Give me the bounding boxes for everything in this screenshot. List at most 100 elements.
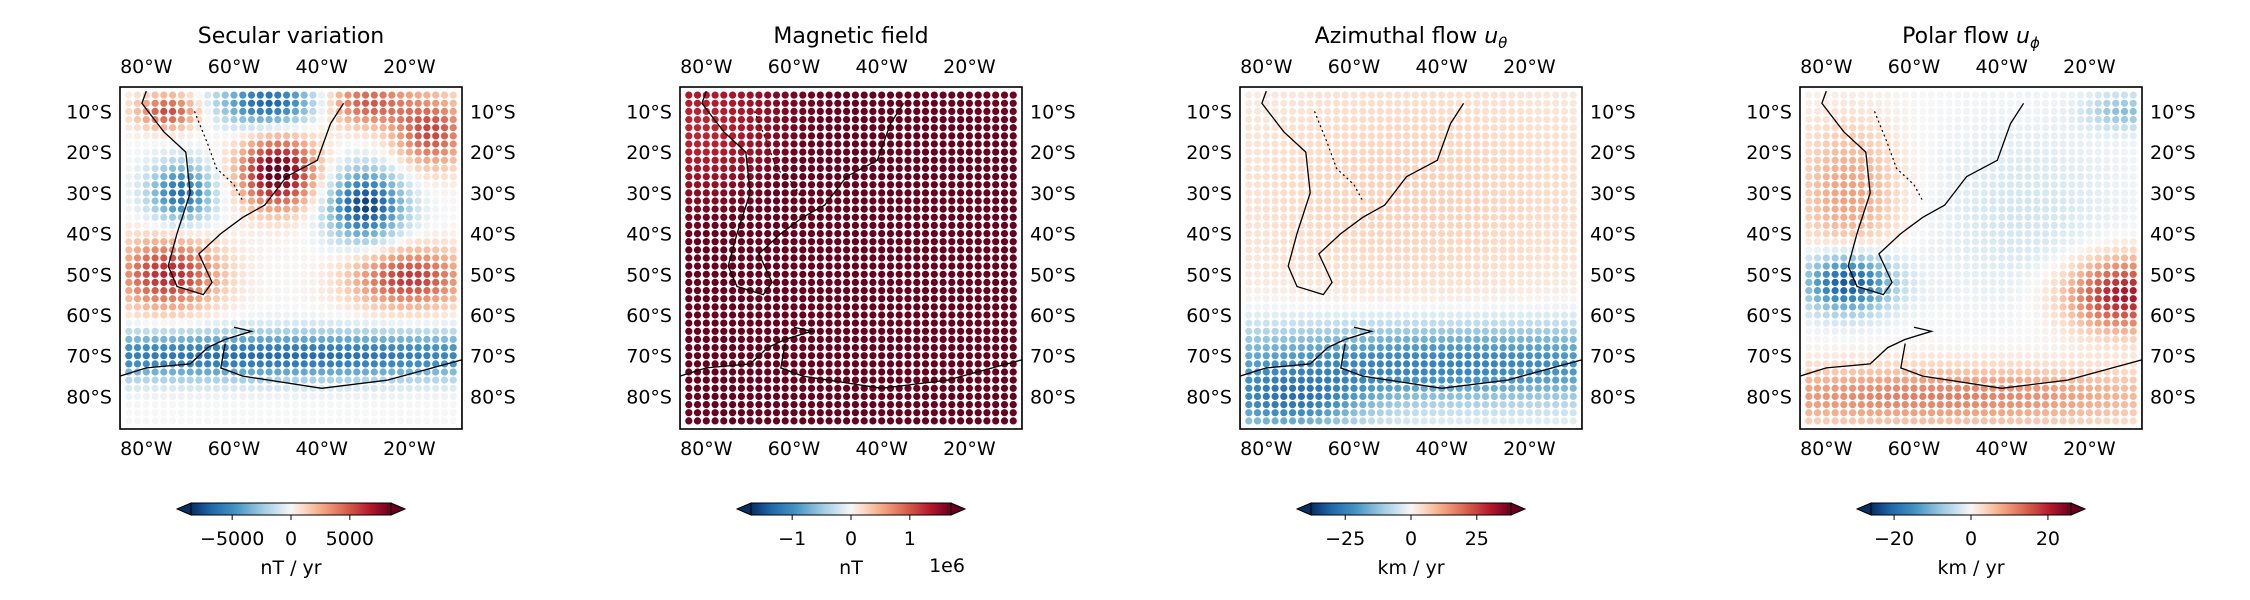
data-point — [160, 189, 168, 197]
data-point — [344, 205, 352, 213]
data-point — [930, 254, 938, 262]
data-point — [1525, 107, 1533, 115]
data-point — [274, 311, 282, 319]
data-point — [1359, 335, 1367, 343]
data-point — [1534, 189, 1542, 197]
data-point — [1534, 376, 1542, 384]
data-point — [388, 287, 396, 295]
data-point — [1000, 132, 1009, 140]
data-point — [921, 319, 930, 327]
data-point — [1455, 181, 1463, 189]
data-point — [1919, 116, 1927, 124]
data-point — [886, 181, 895, 189]
data-point — [746, 181, 754, 189]
data-point — [379, 352, 387, 360]
data-point — [300, 148, 308, 156]
data-point — [256, 287, 264, 295]
data-point — [1534, 262, 1542, 270]
data-point — [1332, 401, 1341, 409]
data-point — [379, 287, 387, 295]
data-point — [720, 107, 728, 115]
data-point — [1289, 99, 1297, 107]
data-point — [1359, 238, 1367, 246]
data-point — [992, 238, 1000, 246]
data-point — [204, 205, 212, 213]
data-point — [370, 189, 378, 197]
data-point — [1403, 401, 1411, 409]
data-point — [790, 254, 798, 262]
data-point — [1429, 254, 1437, 262]
data-point — [1289, 409, 1297, 417]
data-point — [239, 221, 247, 229]
data-point — [843, 303, 851, 311]
data-point — [414, 278, 422, 286]
data-point — [878, 107, 886, 115]
data-point — [326, 278, 335, 286]
data-point — [274, 287, 282, 295]
data-point — [755, 197, 763, 205]
data-point — [921, 278, 930, 286]
data-point — [1359, 368, 1367, 376]
data-point — [1525, 352, 1533, 360]
data-point — [1919, 99, 1927, 107]
data-point — [1297, 360, 1305, 368]
data-point — [335, 181, 343, 189]
data-point — [816, 238, 824, 246]
data-point — [957, 91, 965, 99]
data-point — [1403, 213, 1411, 221]
data-point — [212, 124, 221, 132]
data-point — [1297, 132, 1305, 140]
data-point — [1525, 327, 1533, 335]
data-point — [195, 132, 203, 140]
data-point — [948, 319, 956, 327]
data-point — [195, 278, 203, 286]
data-point — [344, 221, 352, 229]
data-point — [1438, 417, 1446, 425]
data-point — [772, 254, 781, 262]
data-point — [125, 278, 133, 286]
data-point — [799, 417, 807, 425]
data-point — [361, 392, 370, 400]
data-point — [1289, 417, 1297, 425]
data-point — [1945, 116, 1953, 124]
data-point — [1534, 287, 1542, 295]
data-point — [1297, 335, 1305, 343]
data-point — [1840, 116, 1848, 124]
data-point — [939, 230, 947, 238]
data-point — [913, 409, 921, 417]
data-point — [957, 205, 965, 213]
coastline-path — [701, 90, 905, 296]
data-point — [335, 287, 343, 295]
data-point — [720, 116, 728, 124]
data-point — [1429, 368, 1437, 376]
data-point — [353, 327, 361, 335]
data-point — [983, 221, 991, 229]
data-point — [781, 254, 789, 262]
data-point — [983, 417, 991, 425]
data-point — [1455, 124, 1463, 132]
data-point — [886, 230, 895, 238]
data-point — [860, 221, 868, 229]
data-point — [1271, 156, 1279, 164]
data-point — [851, 409, 860, 417]
data-point — [869, 295, 877, 303]
data-point — [335, 344, 343, 352]
data-point — [921, 230, 930, 238]
lat-tick-left: 70°S — [1186, 346, 1232, 368]
data-point — [361, 173, 370, 181]
data-point — [326, 344, 335, 352]
data-point — [300, 189, 308, 197]
data-point — [414, 311, 422, 319]
data-point — [799, 156, 807, 164]
lon-tick-top: 40°W — [1415, 56, 1468, 78]
data-point — [423, 344, 431, 352]
data-point — [965, 270, 974, 278]
data-point — [1394, 124, 1402, 132]
data-point — [256, 116, 264, 124]
data-point — [1429, 409, 1437, 417]
data-point — [432, 295, 440, 303]
data-point — [2068, 99, 2076, 107]
data-point — [1446, 156, 1455, 164]
data-point — [1875, 107, 1883, 115]
data-point — [772, 360, 781, 368]
